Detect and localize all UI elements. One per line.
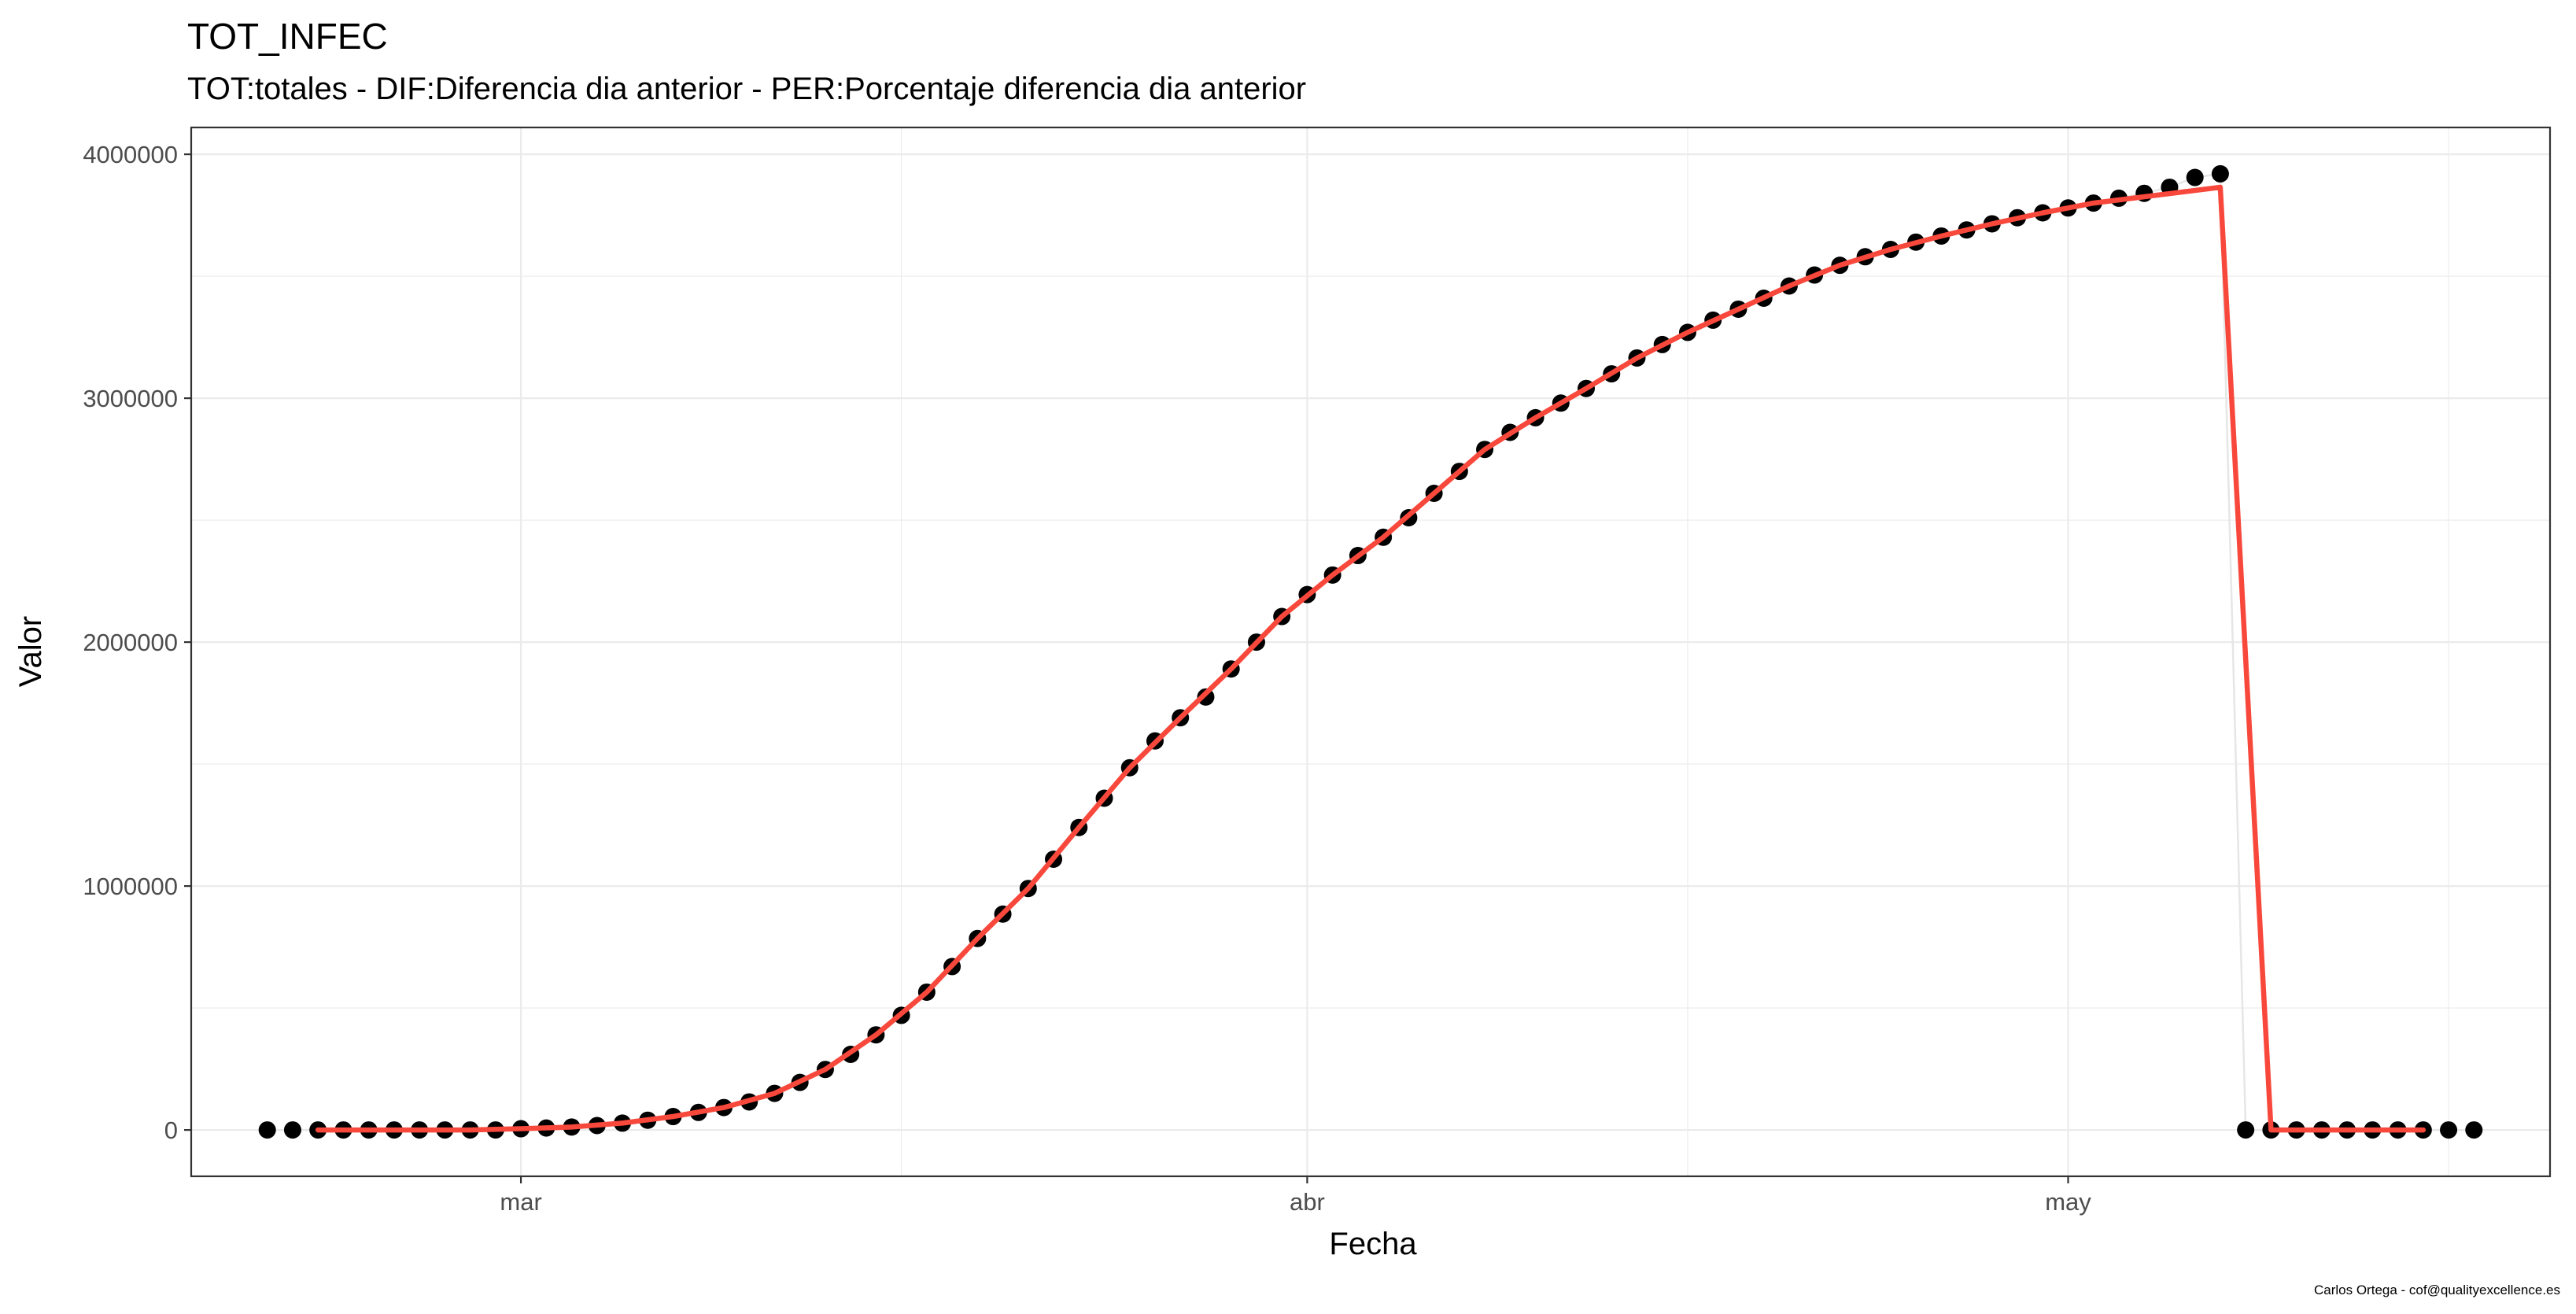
data-point (2440, 1121, 2458, 1139)
y-tick-label: 1000000 (83, 873, 178, 900)
chart-caption: Carlos Ortega - cof@qualityexcellence.es (2314, 1283, 2560, 1297)
data-point (283, 1121, 301, 1139)
x-tick-label: abr (1290, 1188, 1325, 1216)
y-tick-label: 2000000 (83, 629, 178, 656)
data-point (2186, 168, 2204, 186)
data-point (2211, 164, 2229, 183)
grid-major (191, 127, 2550, 1176)
chart-subtitle: TOT:totales - DIF:Diferencia dia anterio… (187, 72, 1306, 106)
x-axis: mar abr may (500, 1176, 2091, 1216)
x-tick-label: mar (500, 1188, 541, 1216)
y-tick-label: 3000000 (83, 385, 178, 412)
plot-border (190, 126, 2552, 1178)
x-tick-label: may (2045, 1188, 2091, 1216)
grid-minor (191, 127, 2550, 1176)
y-axis: 0 1000000 2000000 3000000 4000000 (83, 141, 191, 1144)
y-tick-label: 0 (164, 1117, 178, 1144)
data-point (2465, 1121, 2483, 1139)
data-point (2237, 1121, 2255, 1139)
data-point (258, 1121, 276, 1139)
x-axis-label: Fecha (1329, 1227, 1417, 1261)
chart-title: TOT_INFEC (187, 16, 388, 57)
series-smooth (315, 184, 2427, 1133)
y-tick-label: 4000000 (83, 141, 178, 168)
plot-panel (191, 127, 2550, 1176)
y-axis-label: Valor (13, 616, 48, 687)
smooth-line (315, 184, 2427, 1133)
